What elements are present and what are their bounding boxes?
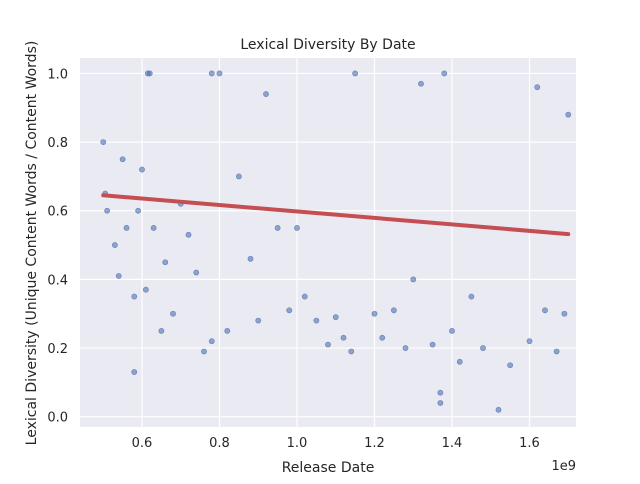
x-offset-label: 1e9 xyxy=(551,459,576,474)
x-tick-label: 1.4 xyxy=(442,436,463,451)
scatter-point xyxy=(313,317,320,324)
scatter-point xyxy=(119,156,126,163)
scatter-point xyxy=(390,307,397,314)
scatter-point xyxy=(507,362,514,369)
scatter-point xyxy=(429,341,436,348)
scatter-point xyxy=(468,293,475,300)
scatter-point xyxy=(553,348,560,355)
scatter-point xyxy=(224,327,231,334)
scatter-point xyxy=(286,307,293,314)
y-tick-label: 1.0 xyxy=(47,67,68,82)
y-tick-label: 0.2 xyxy=(47,342,68,357)
scatter-point xyxy=(235,173,242,180)
scatter-point xyxy=(495,406,502,413)
scatter-point xyxy=(193,269,200,276)
x-tick-label: 0.6 xyxy=(132,436,153,451)
scatter-point xyxy=(255,317,262,324)
y-tick-label: 0.8 xyxy=(47,136,68,151)
scatter-point xyxy=(542,307,548,314)
scatter-point xyxy=(139,166,145,173)
scatter-point xyxy=(146,70,153,77)
scatter-point xyxy=(208,338,215,345)
x-tick-label: 1.6 xyxy=(519,436,540,451)
y-tick-label: 0.6 xyxy=(47,205,68,220)
tick-labels: 0.6 0.8 1.0 1.2 1.4 1.6 0.0 0.2 0.4 0.6 0.8 1.0 xyxy=(47,67,540,451)
scatter-point xyxy=(348,348,355,355)
plot-area xyxy=(80,58,576,427)
x-tick-label: 1.0 xyxy=(287,436,308,451)
x-tick-label: 1.2 xyxy=(364,436,385,451)
x-tick-label: 0.8 xyxy=(209,436,230,451)
y-axis-label: Lexical Diversity (Unique Content Words … xyxy=(24,41,40,446)
regression-line xyxy=(101,193,571,237)
scatter-point xyxy=(332,314,339,321)
scatter-point xyxy=(437,389,444,396)
scatter-point xyxy=(526,338,533,345)
y-tick-label: 0.4 xyxy=(47,273,68,288)
regression-line-group xyxy=(101,193,571,237)
scatter-points xyxy=(100,70,572,413)
grid xyxy=(80,58,576,427)
scatter-point xyxy=(170,310,176,317)
scatter-point xyxy=(162,259,169,266)
scatter-point xyxy=(100,139,107,145)
scatter-point xyxy=(301,293,308,300)
scatter-point xyxy=(247,255,254,262)
scatter-point xyxy=(480,345,486,351)
y-tick-label: 0.0 xyxy=(47,411,68,426)
scatter-point xyxy=(263,91,269,97)
scatter-point xyxy=(379,334,386,341)
scatter-point xyxy=(352,70,359,77)
scatter-point xyxy=(123,225,130,231)
scatter-point xyxy=(142,286,149,293)
scatter-point xyxy=(456,358,463,365)
scatter-point xyxy=(158,327,165,334)
scatter-point xyxy=(534,84,541,91)
scatter-point xyxy=(325,341,331,348)
scatter-point xyxy=(135,207,142,214)
scatter-point xyxy=(274,225,281,231)
scatter-point xyxy=(441,70,448,77)
chart-title: Lexical Diversity By Date xyxy=(240,37,415,53)
scatter-point xyxy=(410,276,417,283)
scatter-point xyxy=(111,242,118,248)
scatter-point xyxy=(565,111,572,118)
scatter-point xyxy=(371,310,378,317)
x-axis-label: Release Date xyxy=(282,460,375,476)
scatter-point xyxy=(561,310,568,317)
scatter-point xyxy=(115,273,122,279)
scatter-point xyxy=(418,80,424,87)
scatter-point xyxy=(216,70,223,77)
scatter-point xyxy=(437,400,444,406)
scatter-point xyxy=(131,369,138,375)
scatter-point xyxy=(185,231,192,238)
scatter-point xyxy=(340,334,347,341)
scatter-point xyxy=(201,348,207,355)
scatter-point xyxy=(402,345,409,351)
scatter-point xyxy=(150,225,157,231)
scatter-point xyxy=(104,207,111,214)
scatter-point xyxy=(449,327,455,334)
scatter-point xyxy=(131,293,138,300)
scatter-point xyxy=(294,225,300,231)
scatter-point xyxy=(208,70,215,77)
